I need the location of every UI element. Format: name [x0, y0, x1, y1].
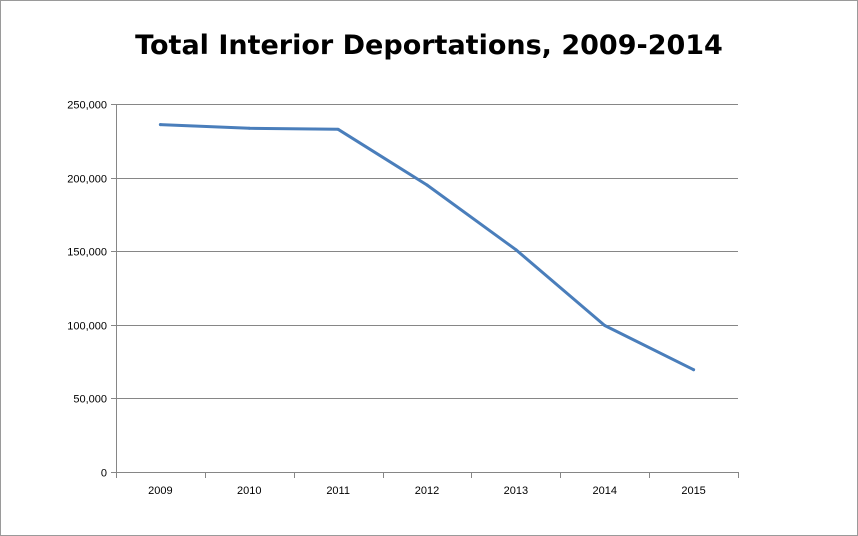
x-tick-label: 2015: [681, 485, 705, 497]
series: [158, 123, 696, 372]
data-point: [425, 183, 429, 187]
data-point: [603, 324, 607, 328]
data-point: [336, 127, 340, 131]
x-tick-label: 2010: [237, 485, 261, 497]
data-point: [247, 126, 251, 130]
chart-title: Total Interior Deportations, 2009-2014: [135, 30, 723, 61]
data-point: [692, 368, 696, 372]
y-tick-label: 0: [101, 468, 107, 480]
series-line: [158, 123, 696, 372]
data-point: [514, 248, 518, 252]
axes: [111, 104, 739, 478]
x-tick-labels: 2009 2010 2011 2012 2013 2014 2015: [148, 485, 706, 497]
data-point: [158, 123, 162, 127]
x-tick-label: 2012: [415, 485, 439, 497]
x-tick-label: 2014: [592, 485, 616, 497]
x-tick-label: 2013: [504, 485, 528, 497]
y-tick-label: 150,000: [67, 247, 107, 259]
y-tick-label: 200,000: [67, 174, 107, 186]
y-tick-labels: 0 50,000 100,000 150,000 200,000 250,000: [67, 100, 107, 480]
y-tick-label: 50,000: [73, 394, 107, 406]
y-tick-label: 250,000: [67, 100, 107, 112]
x-tick-label: 2009: [148, 485, 172, 497]
y-tick-label: 100,000: [67, 321, 107, 333]
x-tick-label: 2011: [326, 485, 350, 497]
gridlines: [116, 104, 738, 399]
